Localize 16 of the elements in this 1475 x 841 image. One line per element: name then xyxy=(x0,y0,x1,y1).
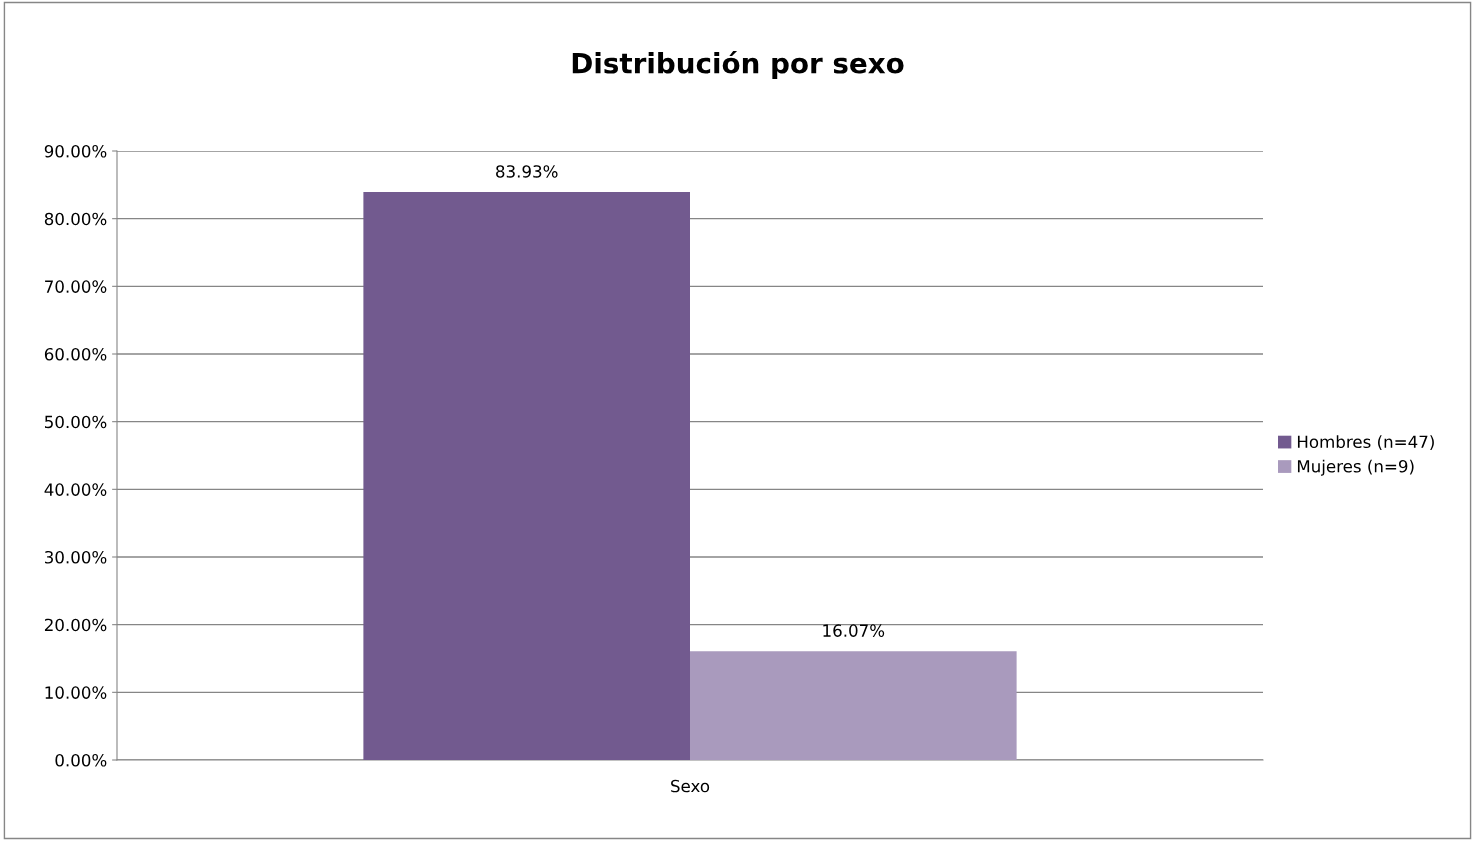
y-tick-label: 80.00% xyxy=(44,212,107,226)
y-tick-label: 40.00% xyxy=(44,483,107,496)
y-tick-label: 10.00% xyxy=(45,686,107,699)
y-tick-label: 0.00% xyxy=(55,753,107,767)
legend-label: Hombres (n=47) xyxy=(1297,435,1434,451)
y-tick-label: 50.00% xyxy=(45,415,107,429)
y-tick-label: 90.00% xyxy=(44,144,107,158)
legend-label: Mujeres (n=9) xyxy=(1297,459,1414,476)
x-tick-label: Sexo xyxy=(671,779,710,793)
y-tick-label: 60.00% xyxy=(44,347,107,361)
y-tick-label: 70.00% xyxy=(45,280,107,293)
y-tick-label: 20.00% xyxy=(44,618,107,632)
data-label: 83.93% xyxy=(496,165,558,178)
y-tick-label: 30.00% xyxy=(45,550,107,564)
data-label: 16.07% xyxy=(823,624,885,637)
chart-title: Distribución por sexo xyxy=(572,51,904,79)
